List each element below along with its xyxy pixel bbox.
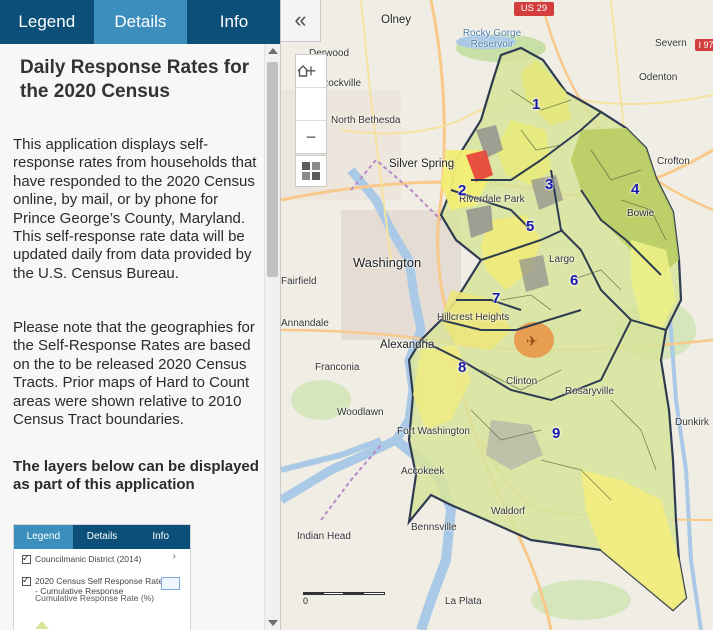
place-label: Fairfield (281, 276, 317, 287)
place-label: Clinton (506, 376, 538, 387)
panel-tabs: Legend Details Info (0, 0, 280, 44)
place-label: Largo (549, 254, 575, 265)
scale-segment (323, 592, 345, 595)
district-label[interactable]: 1 (532, 96, 541, 113)
home-button[interactable] (296, 65, 326, 121)
basemap-grid-icon (312, 162, 320, 170)
checkbox-icon (22, 575, 31, 586)
scrollbar-thumb[interactable] (267, 62, 278, 277)
tab-info[interactable]: Info (219, 12, 249, 31)
side-panel: Legend Details Info Daily Response Rates… (0, 0, 281, 630)
basemap-grid-icon (312, 172, 320, 180)
district-label[interactable]: 2 (458, 182, 467, 199)
basemap-toggle-button[interactable] (295, 155, 327, 187)
place-label: Accokeek (401, 466, 445, 477)
place-label: La Plata (445, 596, 482, 607)
basemap-grid-icon (302, 162, 310, 170)
place-label: Rockville (321, 78, 362, 89)
scale-bar: 0 (303, 590, 385, 608)
scroll-down-icon[interactable] (268, 620, 278, 626)
district-label[interactable]: 4 (631, 181, 640, 198)
route-shield: I 97 (695, 39, 713, 51)
route-shield: US 29 (514, 2, 554, 16)
place-label: Franconia (315, 362, 360, 373)
place-label: Riverdale Park (459, 194, 525, 205)
page-title: Daily Response Rates for the 2020 Census (20, 57, 250, 102)
place-label: Crofton (657, 156, 690, 167)
district-label[interactable]: 8 (458, 359, 467, 376)
place-label: Bowie (627, 208, 655, 219)
scroll-up-icon[interactable] (268, 48, 278, 54)
place-label: Woodlawn (337, 407, 384, 418)
tab-details[interactable]: Details (93, 0, 188, 44)
checkbox-icon (22, 553, 31, 564)
district-label[interactable]: 9 (552, 425, 561, 442)
place-label: Waldorf (491, 506, 526, 517)
chevron-right-icon: › (172, 551, 176, 562)
place-label: Bennsville (411, 522, 457, 533)
zoom-out-button[interactable]: − (305, 127, 317, 147)
legend-preview-tabs: Legend Details Info (14, 525, 190, 549)
legend-preview-tab-info: Info (152, 531, 170, 542)
svg-text:✈: ✈ (526, 334, 538, 350)
scale-segment (343, 592, 363, 595)
place-label: Hillcrest Heights (437, 312, 510, 323)
panel-scrollbar[interactable] (264, 44, 280, 630)
legend-preview-image: Legend Details Info Councilmanic Distric… (13, 524, 191, 630)
description-paragraph: This application displays self-response … (13, 136, 257, 282)
legend-preview-tab-legend: Legend (14, 525, 73, 549)
place-label: Annandale (281, 318, 329, 329)
zoom-control: + − (295, 54, 327, 154)
place-label: Derwood (309, 48, 350, 59)
district-label[interactable]: 6 (570, 272, 579, 289)
tab-legend[interactable]: Legend (18, 12, 76, 31)
place-label: Washington (353, 255, 422, 270)
place-label: Alexandria (380, 339, 435, 351)
district-label[interactable]: 3 (545, 176, 554, 193)
place-label: Indian Head (297, 531, 351, 542)
place-label: Severn (655, 38, 687, 49)
map-view[interactable]: ✈ (281, 0, 713, 630)
place-label: Odenton (639, 72, 678, 83)
basemap-grid-icon (302, 172, 310, 180)
zoom-in-button[interactable]: + (296, 55, 326, 88)
scale-label: 0 (303, 596, 309, 606)
home-icon (297, 65, 309, 77)
district-label[interactable]: 5 (526, 218, 535, 235)
district-label[interactable]: 7 (492, 290, 501, 307)
layers-heading: The layers below can be displayed as par… (13, 458, 259, 493)
legend-preview-layer-councilmanic: Councilmanic District (2014) › (14, 549, 190, 571)
scale-segment (363, 592, 385, 595)
scale-segment (303, 592, 323, 595)
legend-preview-layer-label: 2020 Census Self Response Rates - Cumula… (35, 576, 168, 596)
legend-swatch-icon (35, 621, 49, 629)
place-label: Silver Spring (389, 158, 455, 170)
details-content: Daily Response Rates for the 2020 Census… (0, 44, 264, 630)
chevron-down-icon (161, 577, 180, 590)
legend-preview-layer-response: 2020 Census Self Response Rates - Cumula… (14, 571, 190, 597)
place-label: Dunkirk (675, 417, 709, 428)
geography-note-paragraph: Please note that the geographies for the… (13, 319, 255, 429)
legend-preview-tab-details: Details (86, 531, 118, 542)
collapse-panel-button[interactable]: « (281, 0, 321, 42)
place-label: Olney (381, 14, 412, 26)
legend-preview-sublabel: Cumulative Response Rate (%) (35, 593, 155, 603)
place-label: Fort Washington (397, 426, 470, 437)
place-label: Rosaryville (565, 386, 614, 397)
place-label: Rocky Gorge Reservoir (462, 28, 522, 50)
place-label: North Bethesda (331, 115, 401, 126)
legend-preview-layer-label: Councilmanic District (2014) (35, 554, 142, 564)
